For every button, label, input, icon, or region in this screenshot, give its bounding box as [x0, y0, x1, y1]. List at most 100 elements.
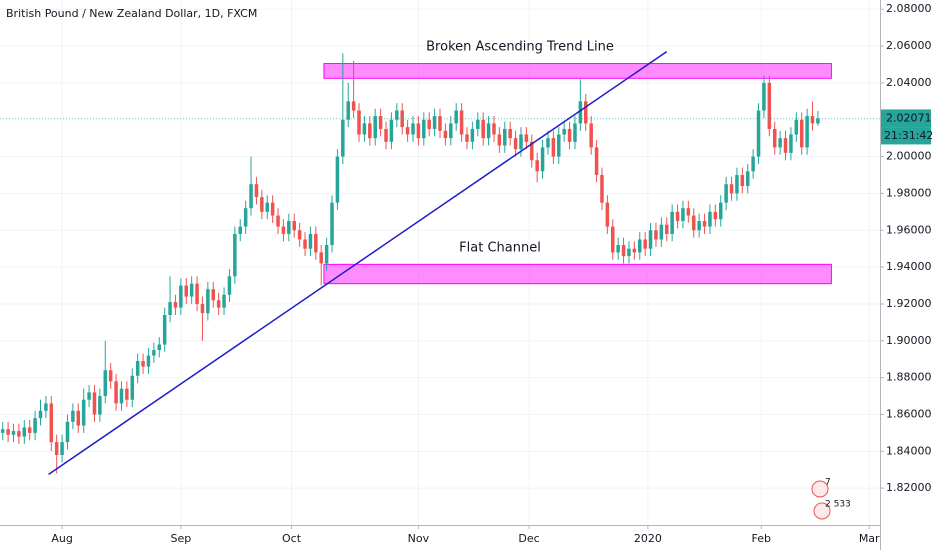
- y-tick-label: 1.98000: [886, 186, 932, 199]
- candle-body: [270, 202, 275, 216]
- candle-body: [38, 410, 43, 419]
- candle-body: [54, 442, 59, 455]
- candle-body: [745, 171, 750, 187]
- candle-body: [476, 119, 480, 129]
- y-tick-label: 1.86000: [886, 407, 932, 420]
- event-icon[interactable]: [811, 480, 829, 498]
- candle-body: [427, 119, 431, 129]
- candle-body: [357, 110, 361, 135]
- candle-body: [324, 245, 329, 264]
- candle-body: [432, 116, 437, 129]
- candle-body: [449, 123, 453, 139]
- candle-body: [551, 138, 556, 157]
- x-tick-label: Feb: [751, 532, 770, 545]
- candle-body: [265, 202, 269, 212]
- y-tick-label: 1.90000: [886, 334, 932, 347]
- candle-body: [562, 128, 566, 135]
- candle-body: [189, 283, 194, 297]
- candle-body: [713, 211, 718, 220]
- candle-body: [810, 116, 815, 124]
- candle-body: [675, 211, 680, 222]
- candle-body: [438, 116, 442, 131]
- candle-body: [135, 361, 140, 376]
- candle-body: [11, 431, 16, 435]
- y-tick-label: 2.06000: [886, 39, 932, 52]
- candle-body: [508, 128, 512, 139]
- candle-body: [654, 230, 658, 240]
- annotation: Broken Ascending Trend Line: [426, 40, 614, 55]
- y-tick-label: 1.82000: [886, 481, 932, 494]
- x-tick-label: Aug: [51, 532, 72, 545]
- candle-body: [168, 302, 172, 315]
- x-tick-label: 2020: [634, 532, 662, 545]
- candle-body: [567, 128, 572, 142]
- last-price-box: [881, 109, 931, 128]
- candle-body: [292, 221, 296, 231]
- candle-body: [335, 156, 340, 203]
- candle-body: [643, 239, 647, 249]
- candle-body: [778, 138, 782, 148]
- last-price-label: 2.02071: [886, 111, 932, 124]
- candle-body: [405, 127, 410, 135]
- candle-body: [756, 110, 761, 157]
- candle-body: [578, 101, 583, 124]
- candle-body: [767, 82, 772, 129]
- candle-body: [119, 388, 124, 404]
- event-icon[interactable]: [813, 502, 831, 520]
- candle-body: [724, 184, 728, 203]
- candle-body: [411, 123, 415, 135]
- candle-body: [573, 123, 577, 142]
- candle-body: [751, 156, 755, 172]
- candle-body: [416, 123, 421, 139]
- x-tick-label: Nov: [408, 532, 430, 545]
- candle-body: [627, 248, 631, 257]
- candle-body: [216, 300, 221, 308]
- candle-body: [308, 233, 313, 249]
- y-tick-label: 2.00000: [886, 150, 932, 163]
- candle-body: [670, 211, 674, 234]
- candle-body: [287, 221, 291, 234]
- x-tick-label: Dec: [518, 532, 539, 545]
- y-tick-label: 1.84000: [886, 444, 932, 457]
- candle-body: [238, 226, 242, 234]
- candle-body: [378, 116, 383, 129]
- trend-line: [48, 50, 668, 475]
- candle-body: [659, 224, 664, 240]
- candle-body: [664, 224, 669, 234]
- candle-body: [718, 202, 723, 220]
- candle-body: [816, 118, 820, 124]
- candle-body: [76, 410, 81, 426]
- candle-body: [697, 221, 701, 231]
- candle-body: [200, 303, 205, 314]
- zone: [323, 263, 832, 285]
- candle-body: [465, 134, 469, 142]
- x-tick-label: Sep: [170, 532, 191, 545]
- candle-body: [44, 403, 48, 411]
- candle-body: [33, 418, 37, 433]
- candle-body: [346, 101, 350, 120]
- candle-body: [211, 289, 216, 301]
- x-tick-label: Oct: [282, 532, 302, 545]
- candle-body: [546, 138, 550, 148]
- candle-body: [513, 138, 518, 150]
- candle-body: [395, 110, 399, 120]
- candle-body: [341, 119, 345, 157]
- event-label: 2 533: [825, 500, 851, 510]
- candle-body: [481, 119, 485, 139]
- candle-body: [772, 128, 777, 148]
- candle-body: [708, 211, 712, 227]
- candle-body: [362, 123, 367, 135]
- candle-body: [243, 208, 248, 227]
- candle-body: [389, 119, 394, 142]
- candle-body: [600, 175, 604, 203]
- candle-body: [87, 392, 91, 400]
- candle-body: [632, 248, 637, 253]
- candle-body: [584, 101, 588, 124]
- plot: [0, 50, 880, 475]
- candle-body: [681, 208, 685, 222]
- candle-body: [638, 239, 642, 253]
- candle-body: [497, 134, 502, 146]
- candle-body: [314, 233, 318, 253]
- candle-body: [114, 381, 118, 404]
